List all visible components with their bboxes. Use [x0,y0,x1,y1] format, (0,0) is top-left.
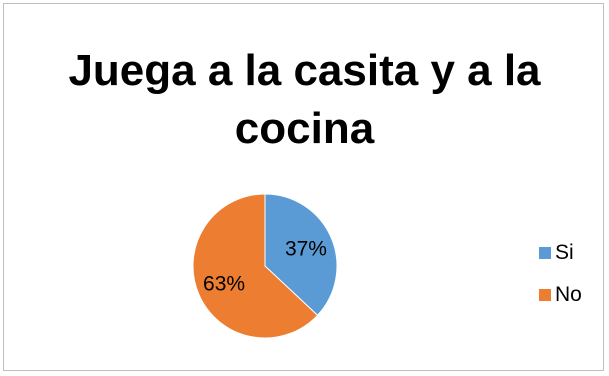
legend-label-no: No [555,283,582,306]
pie-slice-si [264,193,338,316]
legend-swatch-no [539,289,551,301]
pie-chart: 37% 63% [192,193,338,339]
legend-label-si: Si [555,241,574,264]
pie-slice-no [192,193,319,339]
legend-item-si: Si [539,232,582,274]
data-label-si: 37% [285,237,327,260]
chart-title: Juega a la casita y a la cocina [68,46,541,153]
data-label-no: 63% [203,273,245,296]
chart-area: Juega a la casita y a la cocina 37% 63% S… [3,3,604,371]
legend-item-no: No [539,274,582,316]
legend: Si No [539,232,582,316]
legend-swatch-si [539,247,551,259]
